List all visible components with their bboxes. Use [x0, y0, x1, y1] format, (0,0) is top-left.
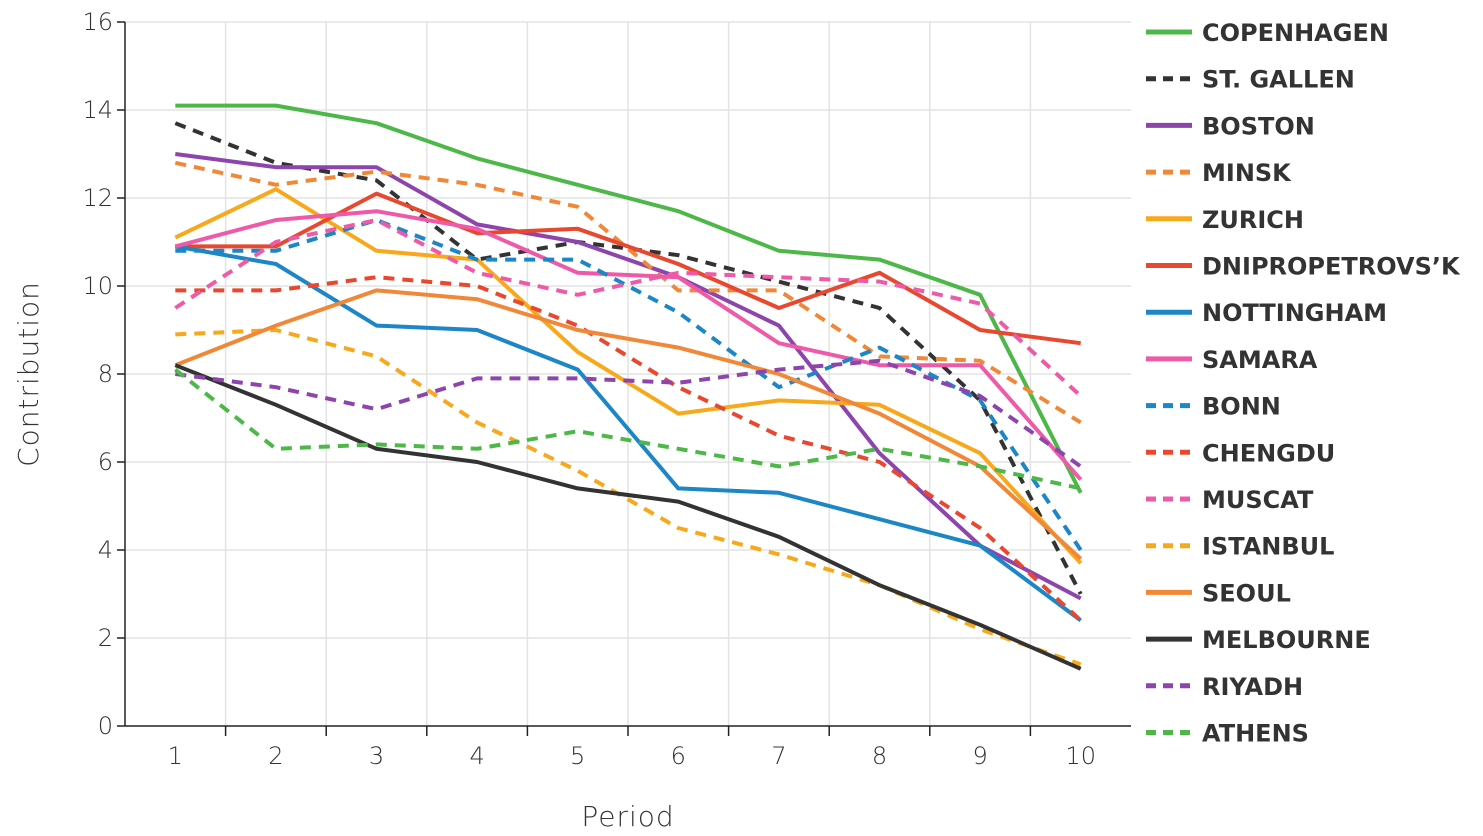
- legend-item: ISTANBUL: [1146, 533, 1334, 561]
- legend-item: ATHENS: [1146, 720, 1309, 748]
- x-axis-ticks: 1 2 3 4 5 6 7 8 9 10: [168, 726, 1096, 770]
- legend-label: NOTTINGHAM: [1202, 299, 1387, 327]
- legend-label: MINSK: [1202, 159, 1292, 187]
- legend-item: COPENHAGEN: [1146, 19, 1389, 47]
- legend-item: SEOUL: [1146, 579, 1291, 607]
- series-line-nottingham: [174, 244, 1082, 623]
- y-tick-label: 4: [98, 536, 113, 564]
- legend-item: NOTTINGHAM: [1146, 299, 1387, 327]
- legend-label: DNIPROPETROVS’K: [1202, 253, 1461, 281]
- legend-label: CHENGDU: [1202, 439, 1335, 467]
- y-axis-title: Contribution: [12, 281, 45, 467]
- x-tick-label: 1: [168, 742, 183, 770]
- series-line-samara: [174, 209, 1083, 481]
- series-line-minsk: [174, 160, 1082, 425]
- series-line-bonn: [175, 218, 1083, 552]
- series-lines: [174, 103, 1083, 671]
- legend-label: ZURICH: [1202, 206, 1304, 234]
- x-axis-title: Period: [581, 800, 674, 833]
- legend-item: ST. GALLEN: [1146, 66, 1355, 94]
- legend-item: BOSTON: [1146, 112, 1315, 140]
- y-axis-ticks: 0 2 4 6 8 10 12 14 16: [82, 8, 125, 740]
- x-tick-label: 8: [872, 742, 887, 770]
- y-tick-label: 12: [82, 184, 113, 212]
- legend-label: ST. GALLEN: [1202, 66, 1355, 94]
- grid: [125, 21, 1131, 726]
- series-line-athens: [174, 368, 1082, 491]
- x-tick-label: 9: [972, 742, 987, 770]
- legend-item: DNIPROPETROVS’K: [1146, 253, 1461, 281]
- legend-label: ATHENS: [1202, 720, 1309, 748]
- x-tick-label: 4: [469, 742, 484, 770]
- y-tick-label: 10: [82, 272, 113, 300]
- series-line-riyadh: [175, 358, 1082, 469]
- y-tick-label: 2: [98, 624, 113, 652]
- x-tick-label: 2: [268, 742, 283, 770]
- legend-label: COPENHAGEN: [1202, 19, 1389, 47]
- legend-label: BONN: [1202, 393, 1281, 421]
- legend-item: CHENGDU: [1146, 439, 1335, 467]
- legend-item: RIYADH: [1146, 673, 1303, 701]
- legend-label: MELBOURNE: [1202, 626, 1371, 654]
- series-line-istanbul: [175, 328, 1082, 667]
- legend-item: MUSCAT: [1146, 486, 1314, 514]
- legend-label: BOSTON: [1202, 112, 1315, 140]
- x-tick-label: 7: [771, 742, 786, 770]
- series-line-dnipropetrovs-k: [175, 191, 1081, 346]
- legend-label: SEOUL: [1202, 579, 1291, 607]
- series-line-chengdu: [175, 275, 1083, 622]
- legend-item: BONN: [1146, 393, 1281, 421]
- legend-item: SAMARA: [1146, 346, 1318, 374]
- series-line-copenhagen: [175, 103, 1083, 494]
- legend-label: RIYADH: [1202, 673, 1303, 701]
- legend-label: MUSCAT: [1202, 486, 1314, 514]
- series-line-muscat: [174, 218, 1083, 398]
- x-tick-label: 10: [1065, 742, 1096, 770]
- series-line-seoul: [174, 288, 1083, 561]
- legend-item: MINSK: [1146, 159, 1292, 187]
- series-line-melbourne: [174, 363, 1082, 671]
- y-tick-label: 8: [98, 360, 113, 388]
- y-tick-label: 16: [82, 8, 113, 36]
- legend-item: MELBOURNE: [1146, 626, 1371, 654]
- y-tick-label: 6: [98, 448, 113, 476]
- legend-label: ISTANBUL: [1202, 533, 1334, 561]
- series-line-st-gallen: [174, 121, 1083, 595]
- y-tick-label: 14: [82, 96, 113, 124]
- x-tick-label: 5: [570, 742, 585, 770]
- x-tick-label: 3: [369, 742, 384, 770]
- legend-item: ZURICH: [1146, 206, 1304, 234]
- x-tick-label: 6: [671, 742, 686, 770]
- y-tick-label: 0: [98, 712, 113, 740]
- legend-label: SAMARA: [1202, 346, 1318, 374]
- legend: COPENHAGEN ST. GALLEN BOSTON MINSK ZURICH DNI…: [1146, 19, 1461, 748]
- series-line-boston: [175, 152, 1082, 601]
